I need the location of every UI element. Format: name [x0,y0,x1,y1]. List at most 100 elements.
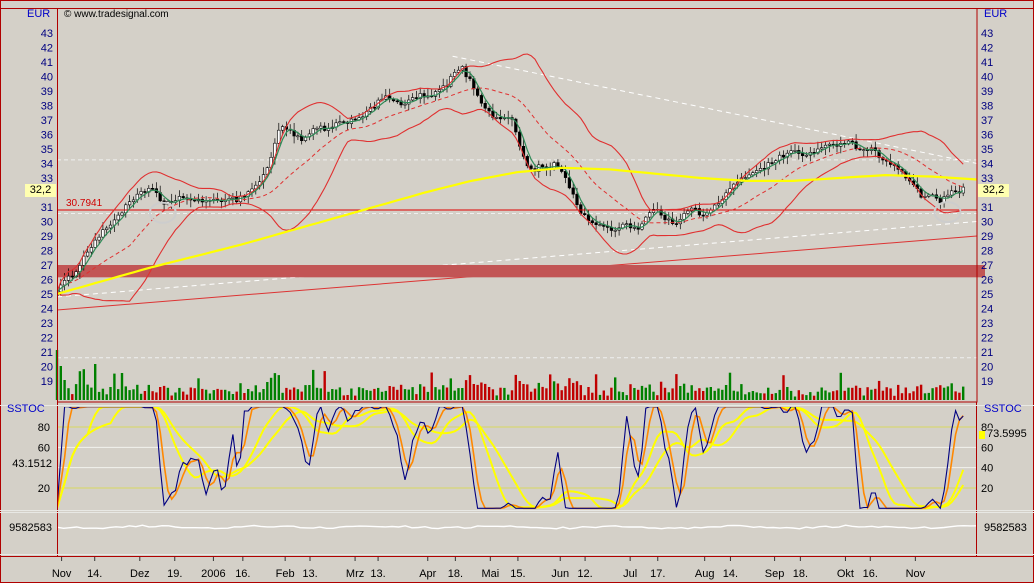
candle-body [770,162,774,164]
volume-bar [182,391,185,400]
volume-bar [793,396,797,400]
volume-bar [724,385,728,400]
volume-bar [312,369,315,400]
volume-bar [403,389,407,400]
volume-bar [755,392,758,400]
volume-bar [629,384,632,400]
candle-body [953,190,958,193]
candle-body [139,191,143,195]
volume-bar [377,387,380,400]
volume-bar [866,387,869,400]
candle-body [468,76,472,79]
volume-bar [464,380,468,400]
volume-bar [671,388,674,400]
volume-bar [962,386,965,400]
axis-label: 37 [981,115,993,127]
volume-bar [373,388,376,400]
axis-label: 36 [41,130,53,142]
volume-bar [659,381,663,400]
stoch-percent-k [57,407,964,510]
volume-bar [942,387,946,400]
volume-bar [461,388,464,400]
axis-label: 23 [41,318,53,330]
candle-body [575,193,579,205]
axis-label: 27 [41,260,53,272]
axis-label: Sep [765,568,785,580]
volume-bar [916,386,919,400]
highlight-circle-annotation [148,201,177,224]
volume-bar [789,390,793,400]
candle-body [827,143,831,146]
candle-body [514,118,518,133]
volume-bar [675,374,678,400]
volume-bar [713,390,716,400]
volume-bar [503,387,506,400]
volume-bar [113,373,116,400]
volume-indicator-line [56,524,978,530]
axis-label: 20 [981,483,993,495]
volume-bar [564,386,567,400]
candle-body [128,201,132,206]
volume-bar [809,392,812,400]
volume-bar [770,393,774,400]
volume-bar [820,387,823,400]
volume-bar [958,392,961,400]
volume-bar [254,385,257,400]
axis-label: Aug [695,568,715,580]
volume-bar [97,391,101,400]
volume-bar [178,387,181,400]
volume-bar [556,383,560,400]
candle-body [108,224,113,229]
axis-label: Okt [837,568,854,580]
volume-bar [679,386,682,400]
axis-label: Mrz [346,568,364,580]
axis-label: 25 [41,289,53,301]
axis-label: 40 [41,72,53,84]
candle-body [143,191,147,193]
axis-label: 21 [41,347,53,359]
volume-bar [633,388,636,400]
volume-bar [407,389,410,400]
volume-bar [828,392,831,400]
volume-bar [533,388,537,400]
volume-bar [549,374,552,400]
volume-bar [732,390,735,400]
volume-bar [663,387,667,400]
highlight-circle-annotation [933,201,962,224]
volume-bar [442,385,445,400]
volume-bar [117,389,120,400]
candle-body [583,213,587,216]
candles [57,63,965,298]
volume-bar [763,393,766,400]
stochastic-value-left: 43.1512 [12,458,52,470]
axis-label: 39 [41,86,53,98]
candle-body [938,197,942,204]
volume-bar [342,395,345,400]
volume-bar [858,387,862,400]
axis-label: 60 [981,442,993,454]
volume-bar [216,388,219,400]
volume-bar [82,369,85,400]
volume-bar [812,395,816,400]
volume-bar [900,393,904,400]
volume-indicator-value-right: 9582583 [984,522,1027,534]
volume-bar [197,378,200,400]
volume-bar [201,388,204,400]
volume-bar [193,388,196,400]
volume-bar [954,391,957,400]
volume-bar [224,389,227,400]
candle-body [789,150,793,154]
volume-bar [526,384,529,400]
volume-bar [843,390,846,400]
axis-label: 41 [981,57,993,69]
candle-body [315,127,319,130]
volume-bar [151,391,154,400]
volume-bar [392,386,395,400]
volume-bar [185,394,189,400]
volume-bar [774,393,777,400]
volume-bar [935,387,938,400]
candle-body [372,106,377,109]
volume-bar [67,388,70,400]
axis-label: 43 [41,28,53,40]
